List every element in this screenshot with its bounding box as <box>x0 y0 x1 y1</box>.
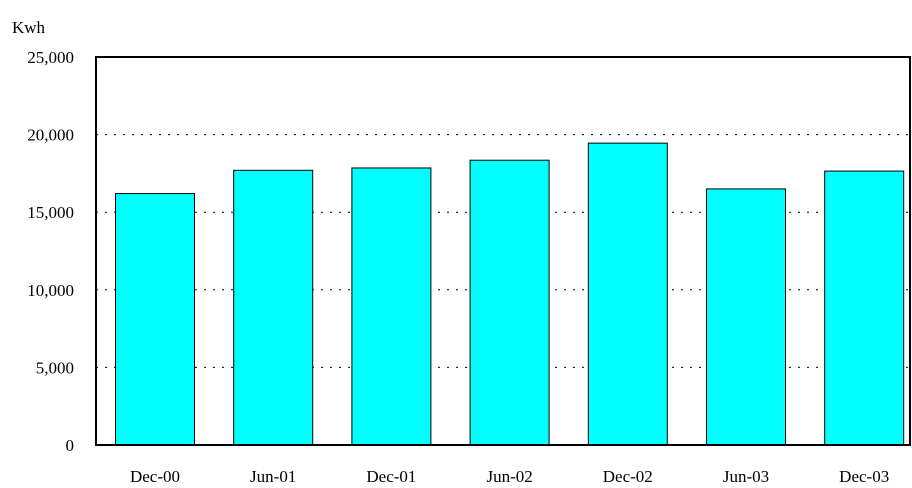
y-tick-label: 15,000 <box>27 203 74 222</box>
x-axis-tick-labels: Dec-00 Jun-01 Dec-01 Jun-02 Dec-02 Jun-03 Dec-… <box>130 467 889 486</box>
bar-dec-01 <box>351 167 432 446</box>
y-axis-title: Kwh <box>12 18 46 37</box>
x-tick-label: Dec-01 <box>366 467 416 486</box>
x-tick-label: Dec-03 <box>839 467 889 486</box>
y-tick-label: 0 <box>66 436 75 455</box>
x-tick-label: Jun-01 <box>250 467 296 486</box>
x-tick-label: Jun-02 <box>486 467 532 486</box>
bar-jun-03 <box>706 188 786 446</box>
y-tick-label: 25,000 <box>27 48 74 67</box>
x-tick-label: Dec-02 <box>603 467 653 486</box>
plot-area-frame <box>95 56 911 446</box>
x-tick-label: Dec-00 <box>130 467 180 486</box>
y-tick-label: 10,000 <box>27 281 74 300</box>
bar-dec-03 <box>824 170 905 446</box>
bar-dec-00 <box>115 193 195 446</box>
y-tick-label: 20,000 <box>27 126 74 145</box>
bar-jun-02 <box>469 159 550 446</box>
x-tick-label: Jun-03 <box>723 467 769 486</box>
y-axis-tick-labels: 0 5,000 10,000 15,000 20,000 25,000 <box>27 48 74 455</box>
bars <box>115 142 905 446</box>
y-tick-label: 5,000 <box>36 358 74 377</box>
bar-dec-02 <box>587 142 668 446</box>
bar-jun-01 <box>233 169 314 446</box>
